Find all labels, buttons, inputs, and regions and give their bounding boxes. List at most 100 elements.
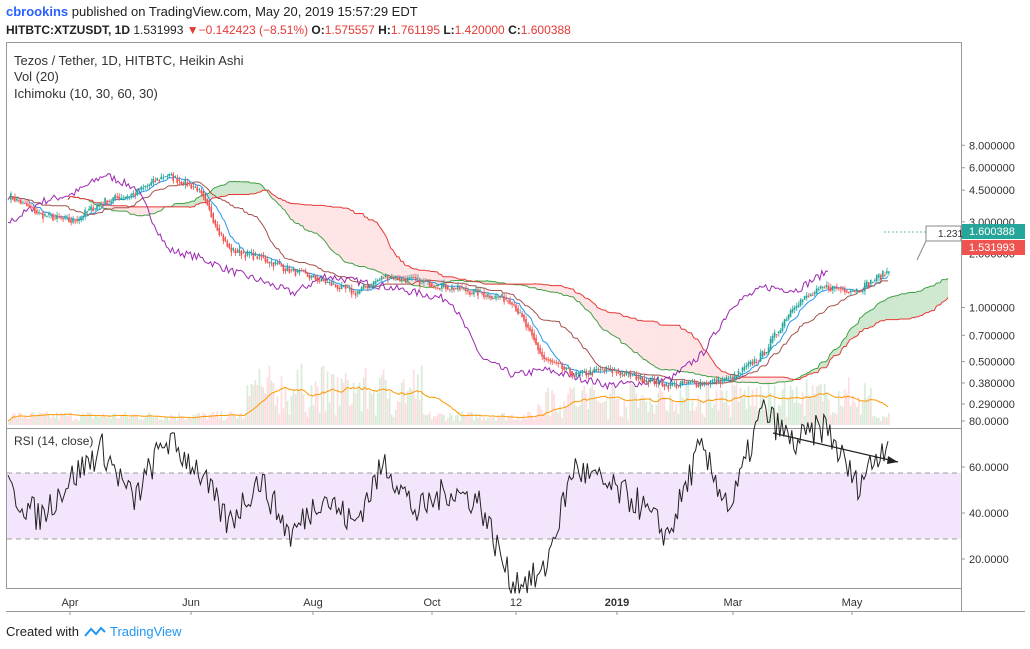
cloud-segment (240, 181, 243, 195)
cloud-segment (370, 219, 373, 270)
volume-bar (631, 383, 634, 425)
cloud-segment (849, 327, 852, 340)
candle (609, 367, 611, 369)
volume-bar (475, 413, 477, 425)
price-tick-label: 0.500000 (969, 357, 1015, 369)
candle (386, 276, 389, 280)
volume-bar (495, 420, 497, 425)
candle (294, 268, 297, 276)
volume-bar (521, 418, 523, 425)
cloud-segment (398, 256, 401, 281)
candle (491, 296, 493, 300)
cloud-segment (581, 294, 584, 307)
cloud-segment (350, 210, 353, 264)
candle (50, 214, 52, 216)
volume-bar (551, 389, 553, 425)
tradingview-brand[interactable]: TradingView (109, 624, 182, 639)
volume-bar (258, 368, 261, 425)
volume-bar (511, 414, 513, 425)
volume-bar (739, 387, 742, 425)
volume-bar (765, 412, 768, 425)
volume-bar (14, 413, 16, 425)
candle (497, 296, 499, 298)
cloud-segment (920, 290, 923, 316)
candle (745, 365, 748, 368)
volume-bar (689, 410, 692, 425)
cloud-segment (226, 181, 229, 196)
cloud-segment (583, 295, 586, 310)
cloud-segment (218, 185, 221, 198)
volume-bar (593, 390, 596, 425)
candle (703, 381, 706, 384)
volume-bar (541, 410, 543, 425)
candle (392, 277, 395, 280)
candle (489, 295, 491, 298)
cloud-segment (723, 371, 726, 380)
candle (222, 234, 225, 242)
candle (400, 277, 403, 280)
cloud-segment (252, 182, 255, 194)
volume-bar (126, 415, 128, 425)
volume-bar (767, 381, 770, 425)
volume-bar (675, 403, 678, 425)
cloud-segment (908, 292, 911, 320)
volume-bar (186, 418, 189, 425)
candle (731, 377, 734, 382)
candle (428, 280, 431, 288)
cloud-segment (912, 292, 915, 318)
volume-bar (24, 416, 26, 425)
volume-bar (453, 420, 455, 425)
candle (779, 329, 782, 333)
candle (66, 217, 68, 219)
volume-bar (188, 416, 191, 425)
symbol-line: HITBTC:XTZUSDT, 1D 1.531993 ▼−0.142423 (… (6, 22, 571, 38)
candle (110, 200, 112, 203)
candle (58, 216, 60, 218)
cloud-segment (539, 284, 542, 290)
candle (172, 173, 174, 181)
candle (62, 217, 64, 220)
volume-bar (801, 392, 804, 425)
volume-bar (182, 417, 185, 425)
volume-bar (803, 415, 806, 425)
volume-bar (677, 413, 680, 425)
volume-bar (160, 419, 163, 425)
volume-bar (402, 379, 405, 425)
chikou-line (7, 173, 828, 391)
cloud-segment (438, 274, 441, 285)
volume-bar (473, 420, 475, 425)
volume-bar (286, 400, 289, 425)
volume-bar (264, 393, 267, 425)
candle (621, 372, 623, 375)
volume-bar (152, 417, 155, 425)
cloud-segment (785, 377, 788, 382)
author-link[interactable]: cbrookins (6, 4, 69, 19)
candle (547, 359, 549, 361)
volume-bar (507, 416, 509, 425)
candle (264, 257, 267, 262)
volume-bar (312, 405, 315, 425)
volume-bar (434, 416, 437, 425)
cloud-segment (781, 377, 784, 382)
cloud-segment (382, 231, 385, 276)
candle (633, 373, 636, 376)
candle (216, 224, 219, 231)
candle (861, 290, 864, 292)
volume-bar (10, 419, 12, 425)
candle (396, 277, 399, 280)
volume-bar (617, 398, 620, 425)
high-label: H: (378, 23, 391, 37)
volume-bar (296, 369, 299, 425)
cloud-segment (236, 181, 239, 195)
volume-bar (533, 419, 535, 425)
candle (246, 251, 249, 256)
candle (156, 178, 158, 181)
candle (603, 369, 605, 371)
candle (479, 289, 481, 293)
candle (449, 289, 451, 291)
cloud-segment (617, 313, 620, 339)
candle (274, 261, 277, 265)
volume-bar (220, 411, 223, 425)
footer: Created with TradingView (6, 624, 182, 640)
